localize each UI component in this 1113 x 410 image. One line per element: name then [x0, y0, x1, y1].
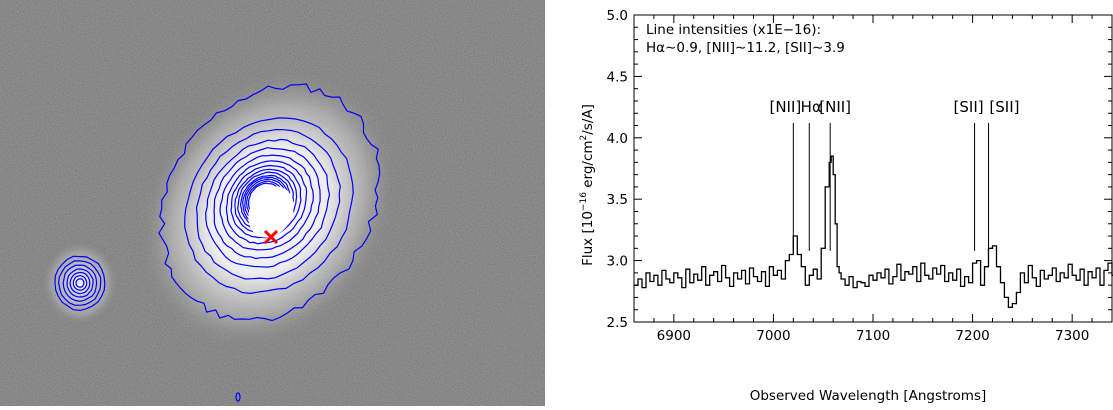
emission-line-label: [SII]: [954, 98, 984, 116]
annotation-line-2: Hα∼0.9, [NII]∼11.2, [SII]∼3.9: [646, 40, 845, 56]
emission-line-label: [NII]: [819, 98, 851, 116]
y-axis-label-unit: erg/cm: [580, 140, 596, 192]
x-tick-label: 7000: [756, 328, 790, 344]
x-tick-label: 7200: [955, 328, 989, 344]
y-tick-label: 3.0: [607, 254, 628, 270]
y-tick-label: 4.5: [607, 69, 628, 85]
y-tick-label: 5.0: [607, 8, 628, 24]
contour-level: [230, 164, 302, 239]
contour-level: [213, 147, 321, 260]
y-axis-label-exponent: −16: [579, 192, 589, 211]
contour-lines: [54, 83, 381, 402]
galaxy-image: [0, 0, 545, 406]
y-axis-label: Flux [10−16 erg/cm2/s/A]: [579, 104, 596, 266]
y-axis-label-prefix: Flux [10: [580, 211, 596, 266]
contour-outer: [158, 83, 381, 322]
contour-companion: [57, 260, 102, 306]
y-tick-label: 4.0: [607, 131, 628, 147]
contour-companion: [66, 268, 94, 298]
contour-companion: [69, 271, 91, 295]
y-axis-label-suffix: /s/A]: [580, 104, 596, 135]
contour-blob: [235, 392, 241, 402]
spectrum-chart: Line intensities (x1E−16): Hα∼0.9, [NII]…: [579, 8, 1113, 404]
contour-companion: [72, 274, 88, 291]
contour-level: [225, 160, 308, 245]
center-marker: [263, 229, 279, 245]
spectrum-panel: Line intensities (x1E−16): Hα∼0.9, [NII]…: [556, 0, 1113, 406]
ticks: 6900 7000 7100 7200 7300 2.5 3.0 3.5 4.0 4.5 5.0: [607, 8, 1112, 344]
contour-level: [205, 138, 331, 268]
y-axis-label-square: 2: [579, 135, 589, 141]
contour-companion: [75, 278, 85, 288]
y-tick-label: 2.5: [607, 315, 628, 331]
contour-level: [184, 117, 354, 295]
x-tick-label: 7100: [856, 328, 890, 344]
emission-line-label: Hα: [801, 98, 822, 116]
x-tick-label: 7300: [1055, 328, 1089, 344]
spectrum-series: [634, 155, 1113, 308]
contour-level: [219, 154, 314, 251]
annotation-line-1: Line intensities (x1E−16):: [646, 22, 821, 38]
galaxy-image-panel: [0, 0, 545, 406]
x-axis-label: Observed Wavelength [Angstroms]: [750, 388, 987, 404]
emission-line-label: [SII]: [989, 98, 1019, 116]
contour-companion: [54, 255, 106, 312]
y-tick-label: 3.5: [607, 192, 628, 208]
contour-level: [195, 128, 341, 280]
emission-line-markers: [NII] Hα[NII] [SII] [SII]: [769, 98, 1019, 251]
contour-companion: [62, 264, 98, 302]
x-tick-label: 6900: [657, 328, 691, 344]
emission-line-label: [NII]: [769, 98, 801, 116]
galaxy-core: [248, 186, 294, 238]
companion-galaxy: [40, 239, 120, 327]
